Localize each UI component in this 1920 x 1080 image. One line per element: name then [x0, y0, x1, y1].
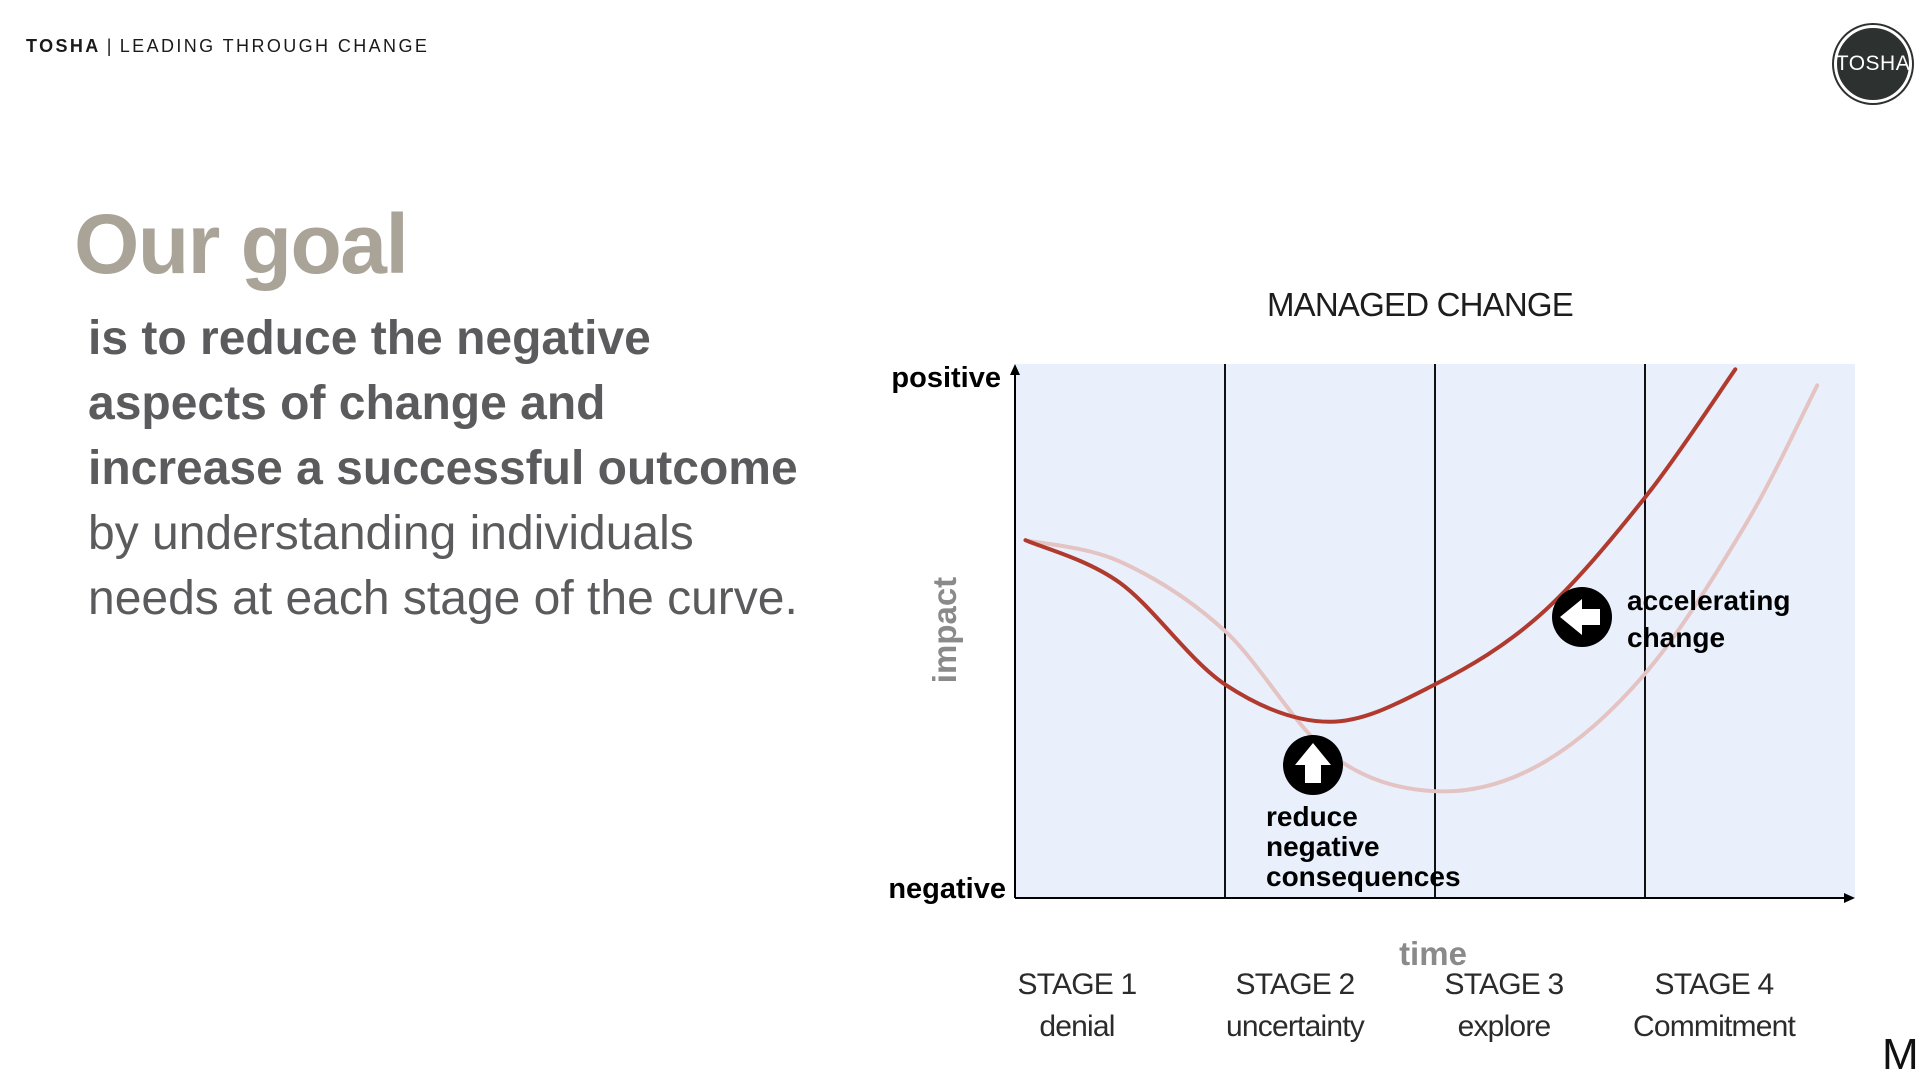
accelerating-change-annotation: accelerating change	[1552, 585, 1798, 653]
annotation-line: change	[1627, 622, 1725, 653]
header-separator: |	[106, 36, 114, 56]
svg-text:accelerating change: accelerating change	[1627, 585, 1798, 653]
stage-description: explore	[1457, 1010, 1552, 1043]
y-axis-arrowhead	[1010, 364, 1020, 375]
y-axis-label: impact	[926, 577, 963, 683]
reduce-negative-annotation: reduce negative consequences	[1266, 735, 1461, 892]
arrow-left-glyph	[1560, 599, 1600, 635]
unmanaged-change-curve	[1023, 383, 1820, 794]
stage-label: STAGE 2 uncertainty	[1185, 968, 1405, 1044]
annotation-line: accelerating	[1627, 585, 1790, 616]
svg-text:reduce negative co: reduce negative consequences	[1266, 801, 1461, 892]
goal-line: increase a successful outcome	[88, 442, 798, 495]
stage-name: STAGE 1	[1017, 968, 1138, 1001]
stage-label: STAGE 3 explore	[1394, 968, 1614, 1044]
goal-line: aspects of change and	[88, 377, 606, 430]
y-bottom-label: negative	[888, 873, 1006, 905]
y-top-label: positive	[891, 362, 1001, 394]
annotation-line: negative	[1266, 831, 1380, 862]
arrow-up-glyph	[1295, 743, 1331, 783]
stage-name: STAGE 4	[1654, 968, 1775, 1001]
x-axis-label: time	[1399, 935, 1467, 972]
goal-title: Our goal	[74, 197, 409, 291]
annotation-line: reduce	[1266, 801, 1358, 832]
tosha-logo: TOSHA	[1834, 25, 1912, 103]
stage-label: STAGE 4 Commitment	[1604, 968, 1824, 1044]
header-title: TOSHA | LEADING THROUGH CHANGE	[26, 36, 429, 57]
logo-text: TOSHA	[1835, 52, 1911, 75]
goal-statement: is to reduce the negative aspects of cha…	[88, 306, 828, 631]
stage-description: denial	[1039, 1010, 1115, 1043]
goal-line: by understanding individuals	[88, 507, 694, 560]
annotation-line: consequences	[1266, 861, 1461, 892]
goal-line: needs at each stage of the curve.	[88, 572, 798, 625]
goal-line: is to reduce the negative	[88, 312, 651, 365]
stage-description: uncertainty	[1226, 1010, 1365, 1043]
chart-title: MANAGED CHANGE	[1266, 286, 1574, 323]
header-brand: TOSHA	[26, 36, 101, 56]
x-axis-arrowhead	[1844, 893, 1855, 903]
managed-change-curve	[1023, 367, 1738, 724]
stage-label: STAGE 1 denial	[967, 968, 1187, 1044]
stage-name: STAGE 2	[1235, 968, 1356, 1001]
header-tagline: LEADING THROUGH CHANGE	[119, 36, 430, 56]
stage-name: STAGE 3	[1444, 968, 1565, 1001]
stage-description: Commitment	[1632, 1010, 1796, 1043]
corner-mark: M	[1882, 1030, 1919, 1079]
